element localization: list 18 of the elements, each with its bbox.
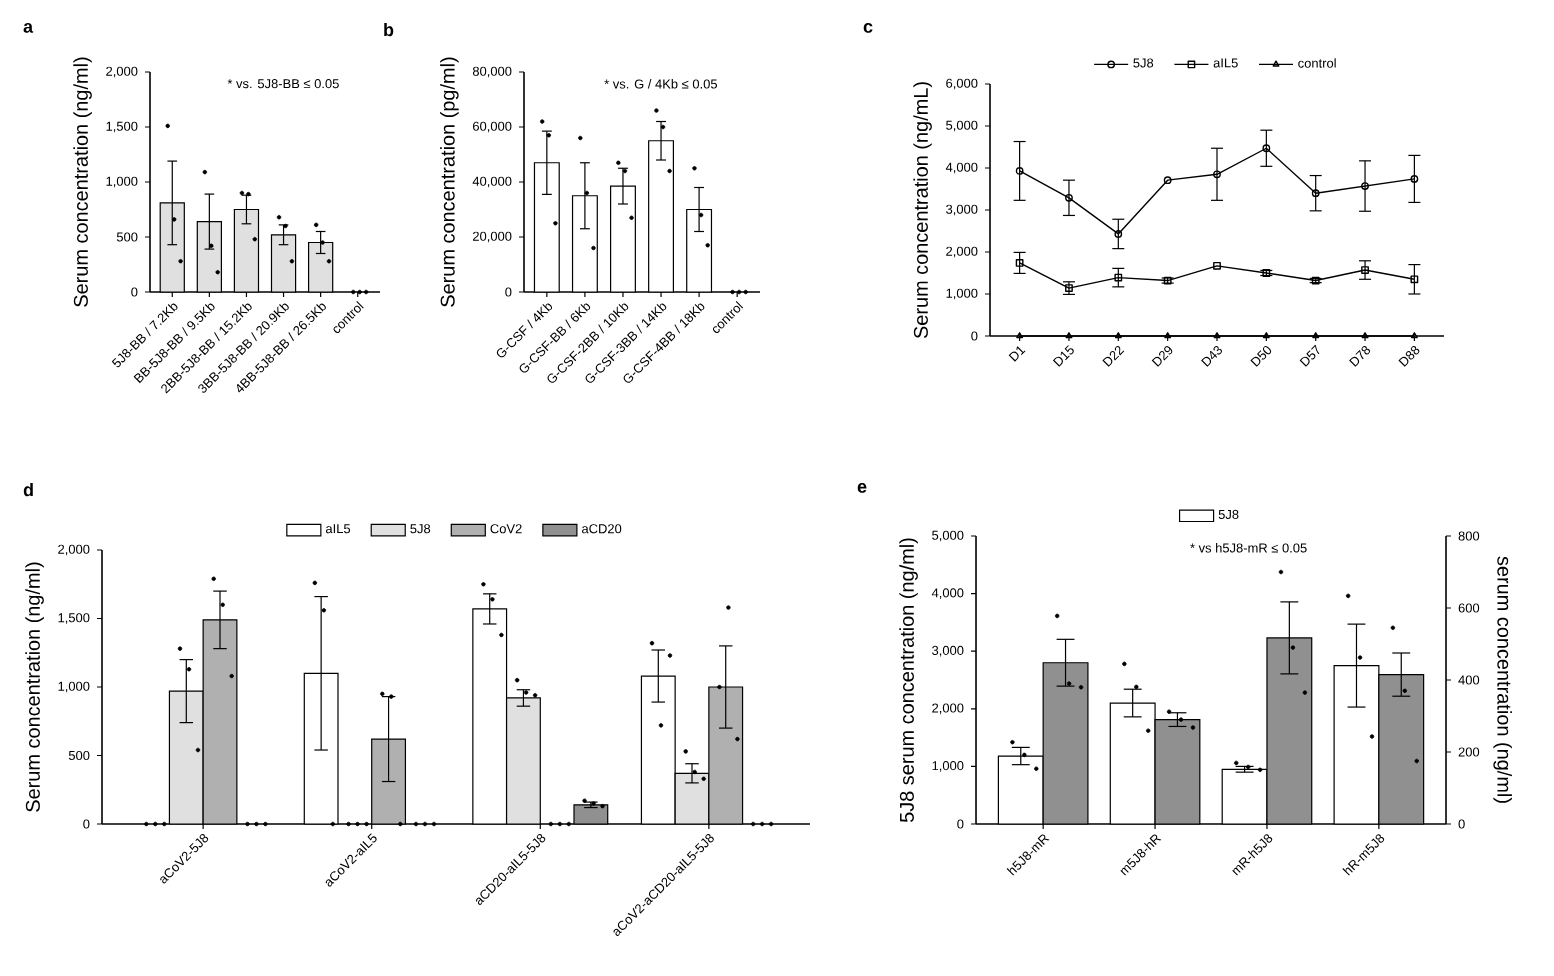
chart-title: a bbox=[23, 23, 34, 33]
chart-title: d bbox=[23, 483, 33, 497]
point bbox=[1312, 332, 1320, 339]
y-axis-title: Serum concentration (ng/ml) bbox=[25, 562, 44, 812]
y-axis-title: Serum concentration (ng/mL) bbox=[913, 82, 932, 339]
y2-axis-title: serum concentration (ng/ml) bbox=[1493, 556, 1512, 803]
y-axis-title: 5J8 serum concentration (ng/ml) bbox=[899, 538, 918, 823]
point bbox=[1114, 332, 1122, 339]
point bbox=[1114, 273, 1123, 282]
chart-title: b bbox=[384, 23, 394, 37]
chart-title: e bbox=[857, 483, 867, 493]
y-axis-title: Serum concentration (ng/ml) bbox=[73, 57, 92, 307]
chart-title: c bbox=[863, 23, 873, 33]
point bbox=[1065, 332, 1073, 339]
y-axis-title: Serum concentration (pg/ml) bbox=[440, 57, 459, 307]
point bbox=[1361, 266, 1369, 274]
point bbox=[1163, 176, 1172, 185]
point bbox=[1213, 261, 1221, 270]
